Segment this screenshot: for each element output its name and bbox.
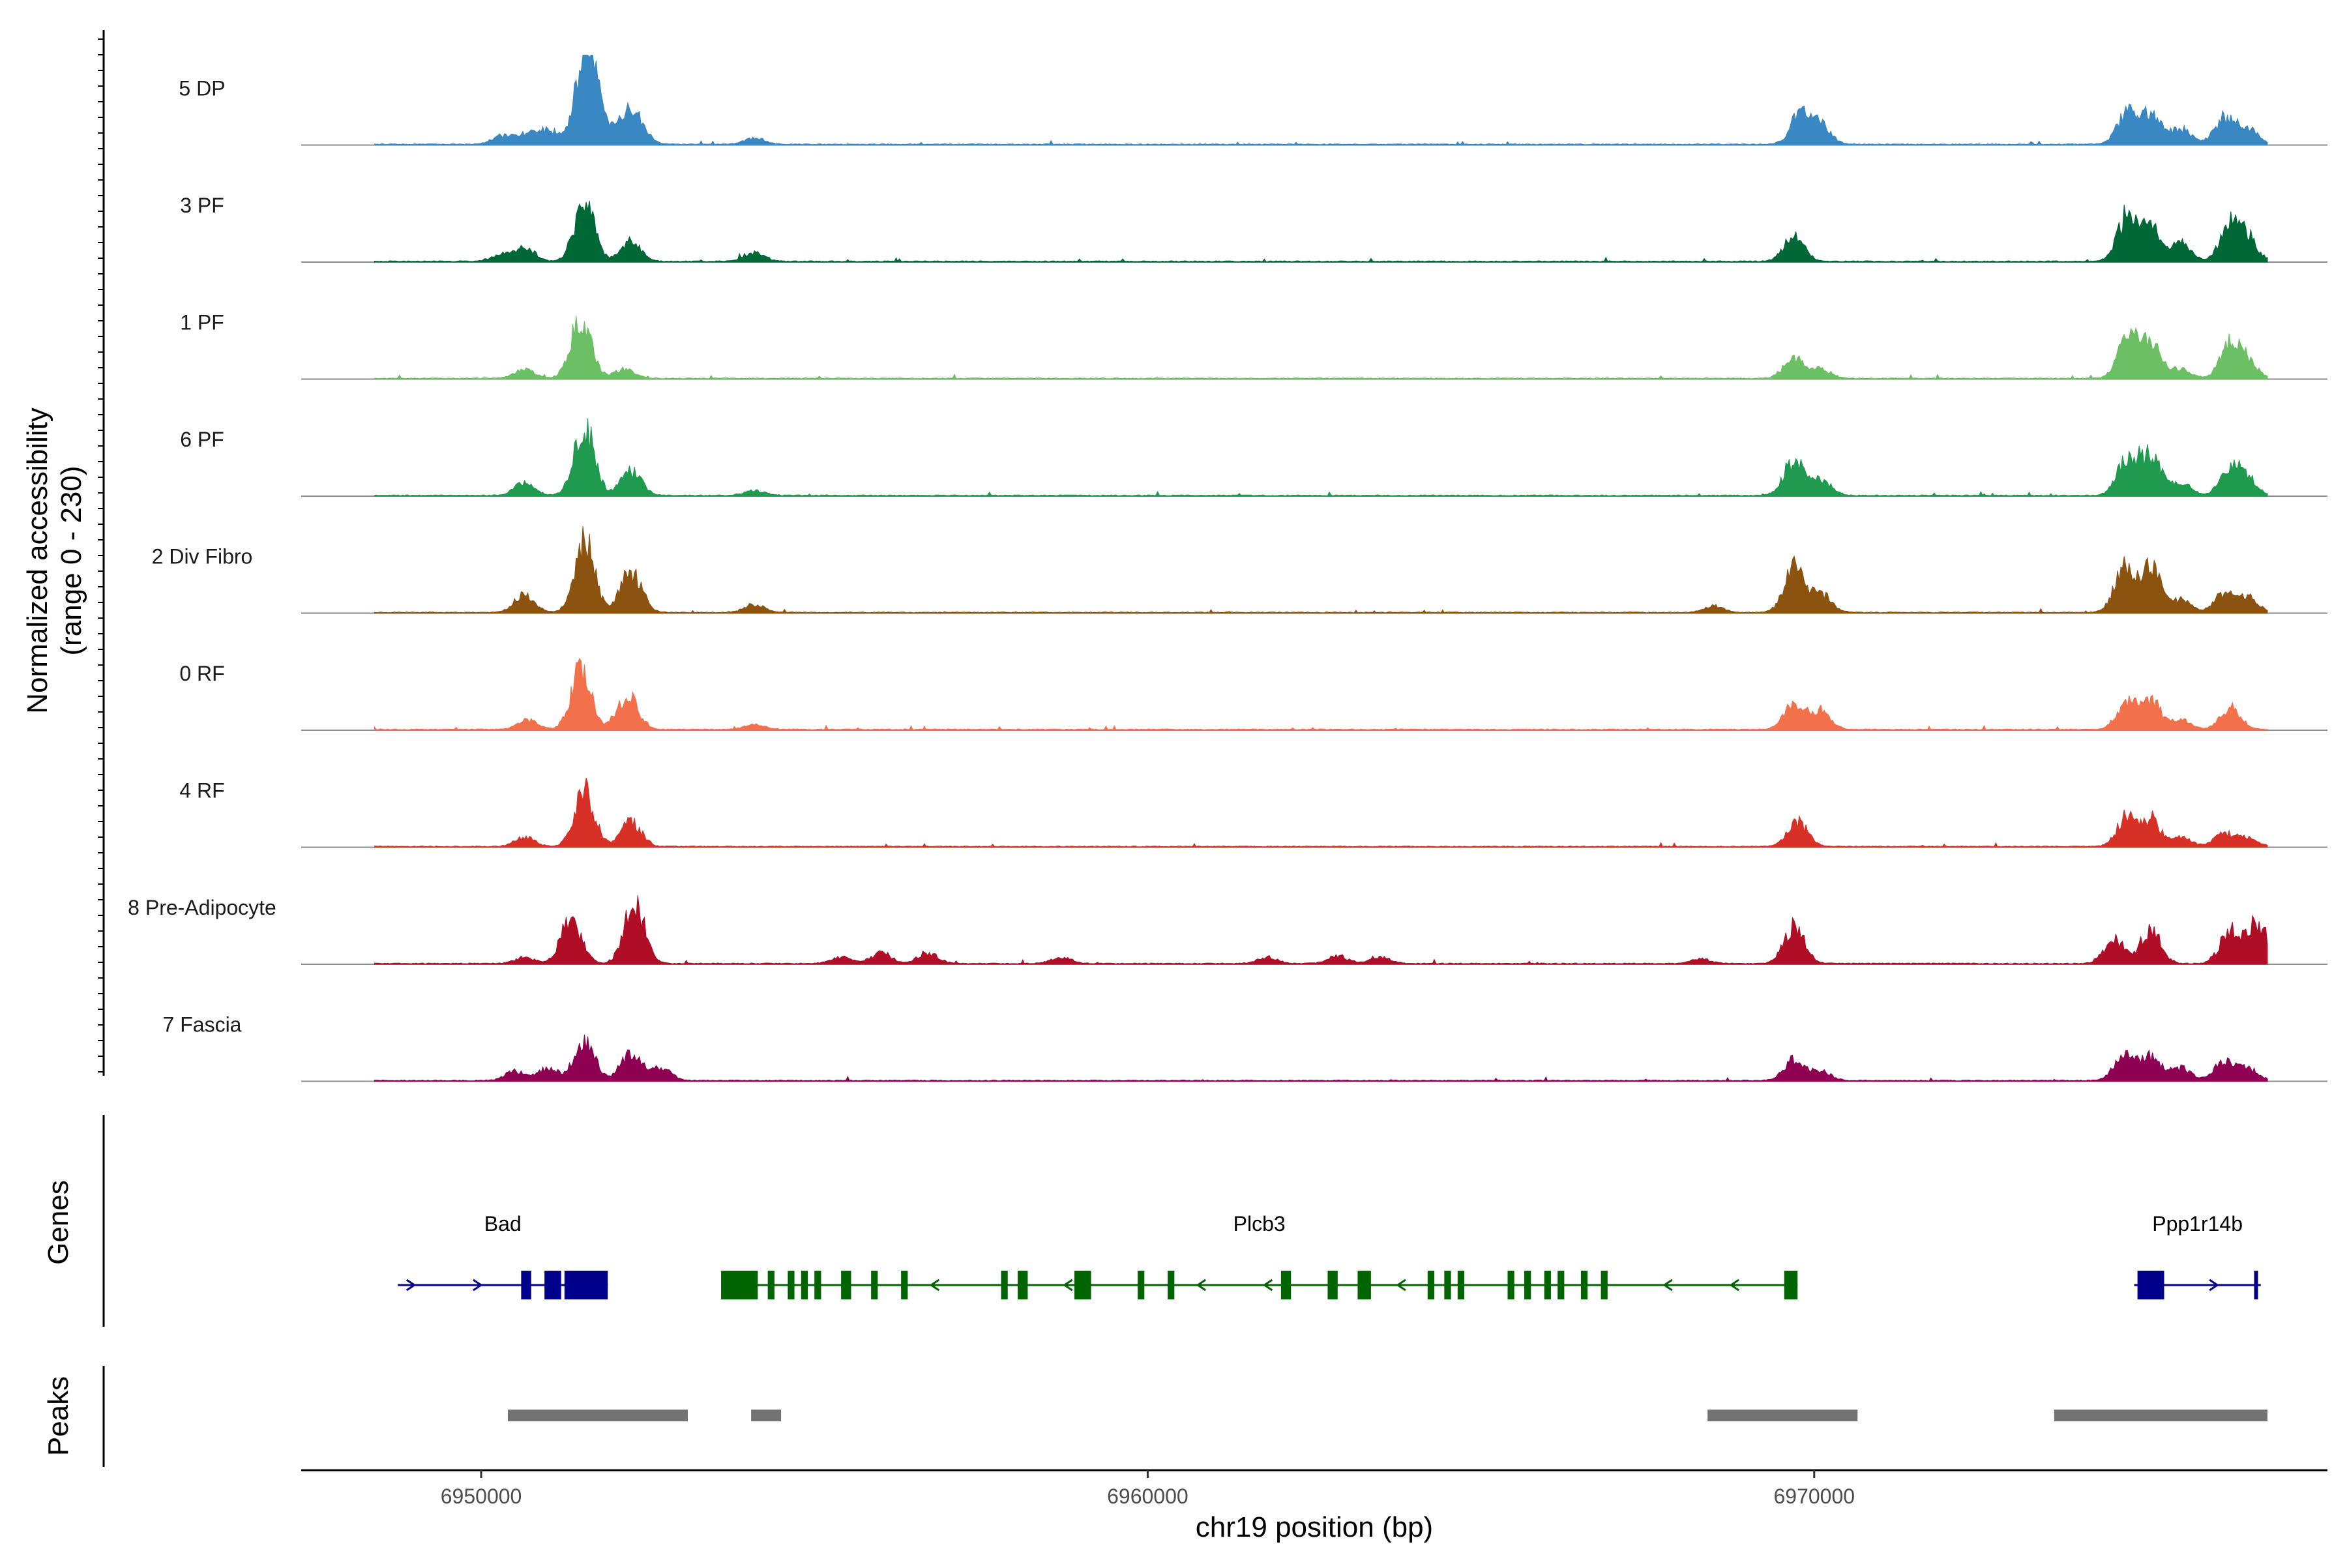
track-8-pre-adipocyte: 8 Pre-Adipocyte (128, 895, 2327, 965)
track-4-rf: 4 RF (179, 778, 2327, 848)
exon-block (2254, 1271, 2258, 1299)
peak-region-bar (751, 1410, 782, 1421)
exon-block (1557, 1271, 1565, 1299)
x-tick-label: 6950000 (441, 1485, 522, 1508)
peaks-track-label: Peaks (42, 1376, 74, 1456)
peak-region-bar (1707, 1410, 1858, 1421)
exon-block (1457, 1271, 1465, 1299)
track-label: 3 PF (180, 194, 224, 217)
track-label: 5 DP (179, 77, 225, 100)
exon-block (1507, 1271, 1514, 1299)
accessibility-signal-6-pf (374, 418, 2268, 497)
track-label: 6 PF (180, 428, 224, 451)
exon-block (788, 1271, 795, 1299)
exon-block (1327, 1271, 1338, 1299)
exon-block (1357, 1271, 1371, 1299)
gene-annotation-track: Bad Plcb3 Ppp1r14b (398, 1212, 2261, 1299)
accessibility-signal-5-dp (374, 55, 2268, 145)
track-7-fascia: 7 Fascia (163, 1013, 2327, 1082)
exon-block (1280, 1271, 1292, 1299)
exon-block (801, 1271, 808, 1299)
strand-arrow-icon (406, 1279, 417, 1292)
gene-plcb3: Plcb3 (721, 1212, 1798, 1299)
track-5-dp: 5 DP (179, 55, 2327, 146)
peak-region-bar (507, 1410, 688, 1421)
track-6-pf: 6 PF (180, 418, 2327, 497)
exon-block (841, 1271, 851, 1299)
exon-block (721, 1271, 758, 1299)
strand-arrow-icon (1063, 1279, 1073, 1292)
x-axis: 6950000 6960000 6970000 (441, 1470, 1855, 1508)
exon-block (1601, 1271, 1608, 1299)
genes-track-label: Genes (42, 1180, 74, 1265)
strand-arrow-icon (929, 1279, 940, 1292)
exon-block (901, 1271, 908, 1299)
exon-block (1001, 1271, 1008, 1299)
track-label: 2 Div Fibro (152, 545, 253, 569)
exon-block (544, 1271, 561, 1299)
gene-bad: Bad (398, 1212, 608, 1299)
exon-block (1138, 1271, 1145, 1299)
accessibility-signal-7-fascia (374, 1035, 2268, 1082)
exon-block (1580, 1271, 1588, 1299)
exon-block (2137, 1271, 2164, 1299)
exon-block (1444, 1271, 1451, 1299)
accessibility-signal-8-pre-adipocyte (374, 895, 2268, 965)
exon-block (564, 1271, 608, 1299)
gene-ppp1r14b: Ppp1r14b (2134, 1212, 2261, 1299)
track-1-pf: 1 PF (180, 311, 2327, 380)
track-label: 8 Pre-Adipocyte (128, 896, 276, 919)
accessibility-signal-1-pf (374, 316, 2268, 379)
exon-block (1524, 1271, 1531, 1299)
track-2-div-fibro: 2 Div Fibro (152, 526, 2327, 614)
strand-arrow-icon (2209, 1279, 2219, 1292)
track-3-pf: 3 PF (180, 194, 2327, 263)
x-tick-label: 6970000 (1773, 1485, 1855, 1508)
exon-block (871, 1271, 878, 1299)
y-minor-ticks (98, 38, 104, 1072)
y-axis-range: (range 0 - 230) (55, 466, 87, 655)
track-label: 4 RF (179, 779, 224, 803)
gene-name-label: Bad (484, 1212, 522, 1235)
gene-name-label: Plcb3 (1233, 1212, 1286, 1235)
peak-regions-track (507, 1410, 2267, 1421)
track-label: 0 RF (179, 662, 224, 685)
exon-block (1544, 1271, 1551, 1299)
exon-block (767, 1271, 775, 1299)
strand-arrow-icon (1662, 1279, 1673, 1292)
accessibility-signal-2-div-fibro (374, 526, 2268, 614)
exon-block (1168, 1271, 1175, 1299)
strand-arrow-icon (473, 1279, 483, 1292)
track-label: 7 Fascia (163, 1013, 242, 1037)
y-axis-title: Normalized accessibility (22, 407, 53, 713)
strand-arrow-icon (1196, 1279, 1207, 1292)
exon-block (1784, 1271, 1798, 1299)
gene-name-label: Ppp1r14b (2152, 1212, 2243, 1235)
exon-block (1427, 1271, 1435, 1299)
accessibility-signal-0-rf (374, 657, 2268, 731)
accessibility-signal-4-rf (374, 778, 2268, 848)
strand-arrow-icon (1396, 1279, 1406, 1292)
track-0-rf: 0 RF (179, 657, 2327, 731)
accessibility-signal-3-pf (374, 201, 2268, 263)
track-label: 1 PF (180, 311, 224, 334)
strand-arrow-icon (1262, 1279, 1273, 1292)
exon-block (521, 1271, 531, 1299)
exon-block (1018, 1271, 1028, 1299)
exon-block (1074, 1271, 1091, 1299)
peak-region-bar (2054, 1410, 2267, 1421)
accessibility-tracks: 5 DP 3 PF 1 PF 6 PF 2 Div Fibro 0 RF 4 RF 8 Pre… (128, 55, 2327, 1082)
x-axis-title: chr19 position (bp) (1196, 1511, 1433, 1543)
x-tick-label: 6960000 (1107, 1485, 1188, 1508)
exon-block (814, 1271, 821, 1299)
strand-arrow-icon (1729, 1279, 1739, 1292)
